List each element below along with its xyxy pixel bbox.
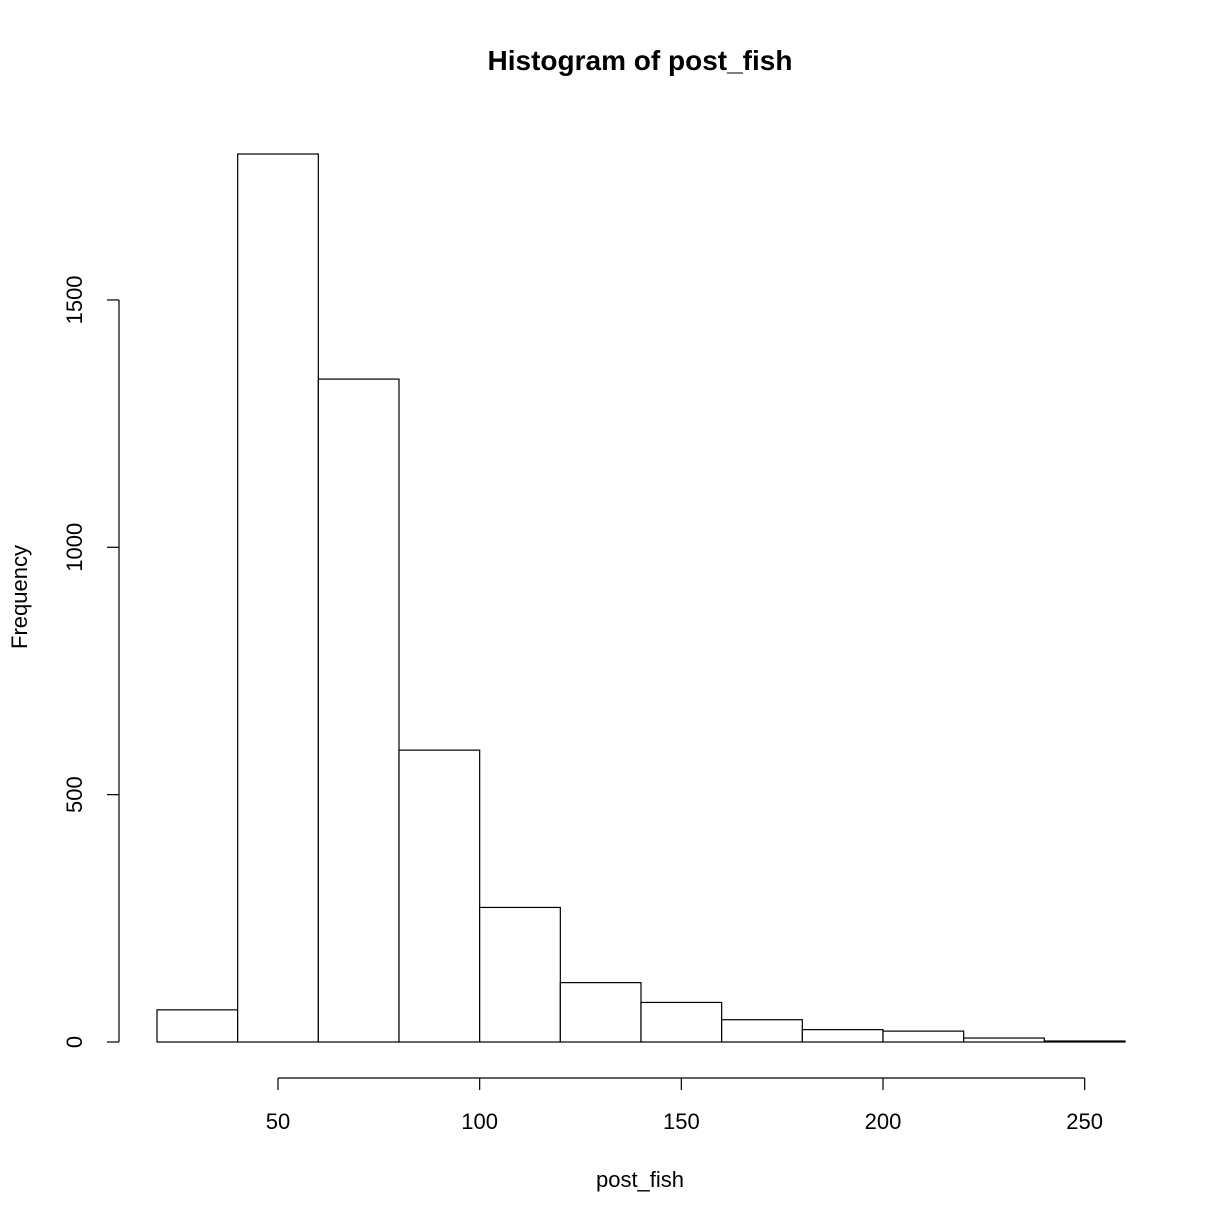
x-tick-label-150: 150 xyxy=(663,1109,700,1134)
histogram-bar-9 xyxy=(882,1030,965,1043)
histogram-bar-11 xyxy=(1043,1040,1126,1043)
y-tick-label-0: 0 xyxy=(62,1036,87,1048)
histogram-bar-1 xyxy=(237,153,319,1043)
x-axis-label: post_fish xyxy=(596,1167,684,1192)
chart-title: Histogram of post_fish xyxy=(488,45,793,76)
x-tick-label-100: 100 xyxy=(461,1109,498,1134)
y-axis-label: Frequency xyxy=(7,545,32,649)
x-axis: 50 100 150 200 250 xyxy=(266,1077,1103,1134)
x-tick-label-250: 250 xyxy=(1066,1109,1103,1134)
x-tick-label-200: 200 xyxy=(865,1109,902,1134)
histogram-bar-0 xyxy=(156,1009,239,1043)
histogram-bars xyxy=(156,153,1126,1043)
y-axis: 0 500 1000 1500 xyxy=(62,275,120,1048)
histogram-bar-10 xyxy=(963,1037,1045,1043)
histogram-bar-8 xyxy=(801,1029,884,1043)
histogram-bar-6 xyxy=(640,1001,723,1043)
x-tick-label-50: 50 xyxy=(266,1109,290,1134)
histogram-bar-2 xyxy=(317,378,400,1043)
histogram-bar-5 xyxy=(559,982,642,1043)
y-tick-label-1500: 1500 xyxy=(62,275,87,324)
y-tick-label-1000: 1000 xyxy=(62,523,87,572)
histogram-bar-3 xyxy=(398,749,481,1043)
histogram-bar-7 xyxy=(721,1019,803,1043)
y-tick-label-500: 500 xyxy=(62,776,87,813)
histogram-bar-4 xyxy=(479,906,561,1043)
